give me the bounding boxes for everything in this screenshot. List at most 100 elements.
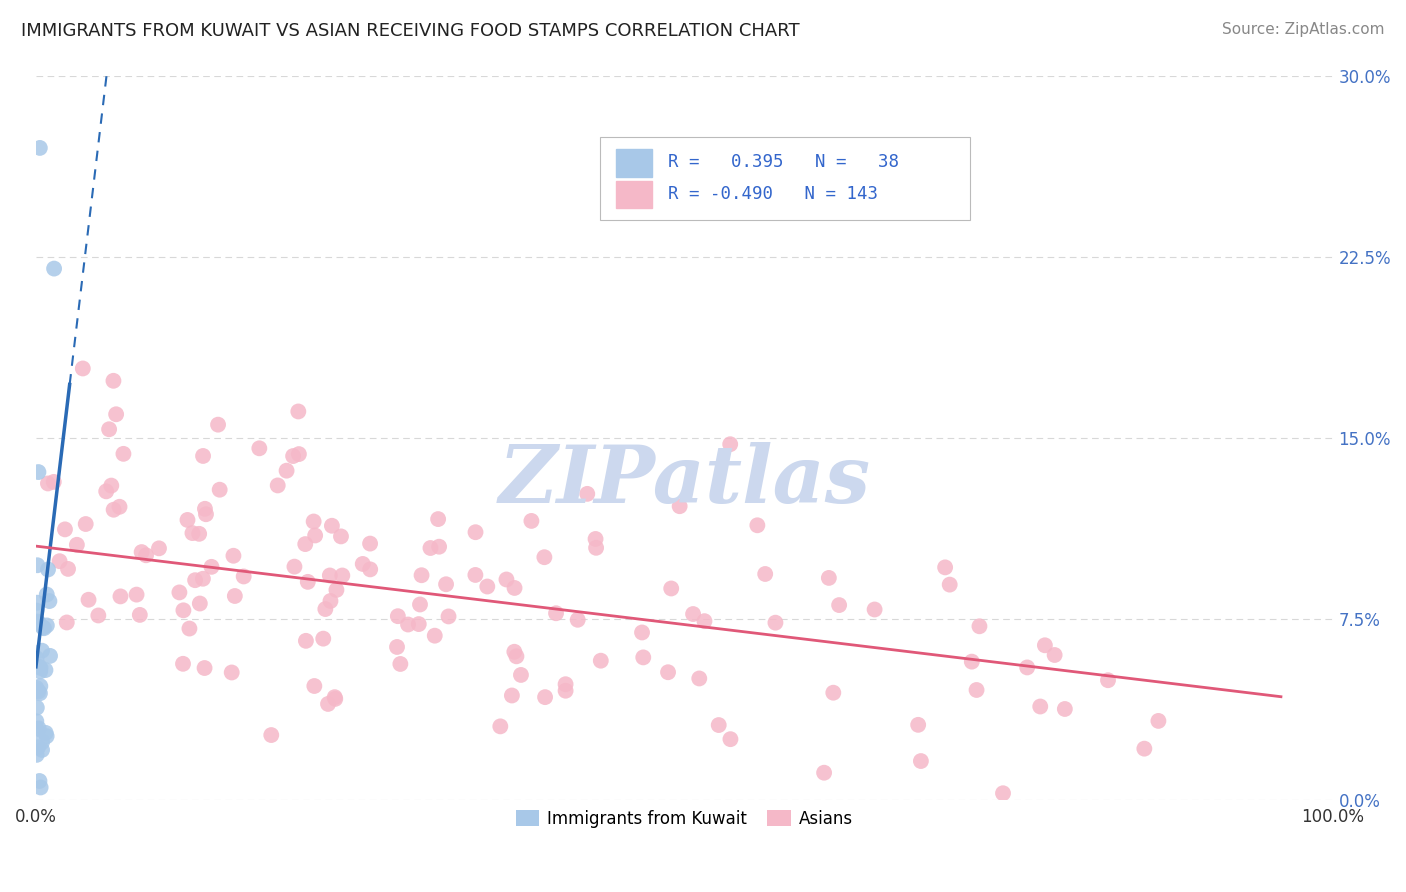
Point <box>295 633 318 648</box>
Point <box>682 607 704 621</box>
Point <box>314 602 336 616</box>
Point <box>184 573 207 587</box>
Point <box>1147 714 1170 728</box>
Point <box>31 743 53 757</box>
Point <box>193 661 215 675</box>
Point <box>631 625 654 640</box>
Point <box>323 691 346 706</box>
Point <box>28 686 51 700</box>
Point <box>1033 638 1056 652</box>
Point <box>1017 660 1039 674</box>
Point <box>56 562 79 576</box>
Point <box>544 606 567 620</box>
Point <box>108 500 131 514</box>
Point <box>179 622 201 636</box>
Point <box>302 515 325 529</box>
Point <box>38 594 60 608</box>
Point <box>288 447 311 461</box>
Point <box>359 536 381 550</box>
Point <box>37 476 59 491</box>
Point <box>325 582 347 597</box>
Point <box>188 526 211 541</box>
Point <box>409 598 432 612</box>
Point <box>100 478 122 492</box>
Point <box>208 483 231 497</box>
Point <box>434 577 457 591</box>
Point <box>103 374 125 388</box>
Point <box>411 568 433 582</box>
Point <box>172 603 194 617</box>
Point <box>224 589 246 603</box>
Point <box>389 657 412 671</box>
Point <box>32 621 55 635</box>
Point <box>281 449 304 463</box>
Point <box>567 613 589 627</box>
Text: Source: ZipAtlas.com: Source: ZipAtlas.com <box>1222 22 1385 37</box>
Point <box>489 719 512 733</box>
Point <box>25 681 48 695</box>
Point <box>25 700 48 714</box>
Point <box>148 541 170 556</box>
Point <box>191 449 214 463</box>
Point <box>419 541 441 555</box>
Point <box>396 617 419 632</box>
Point <box>754 566 776 581</box>
Point <box>110 590 132 604</box>
Point <box>657 665 679 680</box>
Point <box>55 615 77 630</box>
Point <box>297 574 319 589</box>
Point <box>39 648 62 663</box>
Point <box>747 518 769 533</box>
Point <box>408 617 430 632</box>
Point <box>125 588 148 602</box>
Point <box>28 774 51 789</box>
Point <box>287 404 309 418</box>
Point <box>385 640 408 654</box>
Point <box>423 629 446 643</box>
Point <box>718 437 741 451</box>
Point <box>28 659 51 673</box>
Point <box>554 677 576 691</box>
Point <box>464 568 486 582</box>
Point <box>510 668 533 682</box>
Point <box>668 499 690 513</box>
Point <box>72 361 94 376</box>
Point <box>31 643 53 657</box>
Point <box>533 550 555 565</box>
Point <box>128 607 150 622</box>
Point <box>232 569 254 583</box>
Point <box>28 615 51 630</box>
Point <box>910 754 932 768</box>
Point <box>25 714 48 729</box>
Point <box>1097 673 1119 688</box>
Point <box>693 614 716 628</box>
Point <box>77 592 100 607</box>
Point <box>42 261 65 276</box>
Point <box>503 645 526 659</box>
Point <box>31 620 53 634</box>
Point <box>707 718 730 732</box>
Point <box>966 683 988 698</box>
Point <box>991 786 1014 800</box>
Point <box>176 513 198 527</box>
Point <box>195 507 218 521</box>
Point <box>503 581 526 595</box>
Point <box>181 526 204 541</box>
Point <box>352 557 374 571</box>
Point <box>823 686 845 700</box>
Point <box>501 689 523 703</box>
Point <box>276 464 298 478</box>
Point <box>35 726 58 740</box>
Point <box>283 559 305 574</box>
Point <box>938 577 960 591</box>
Point <box>191 572 214 586</box>
Point <box>316 697 339 711</box>
Point <box>427 540 450 554</box>
Point <box>30 679 52 693</box>
Point <box>828 598 851 612</box>
Point <box>477 580 499 594</box>
Point <box>27 722 49 736</box>
Point <box>42 475 65 489</box>
Point <box>207 417 229 432</box>
Point <box>520 514 543 528</box>
